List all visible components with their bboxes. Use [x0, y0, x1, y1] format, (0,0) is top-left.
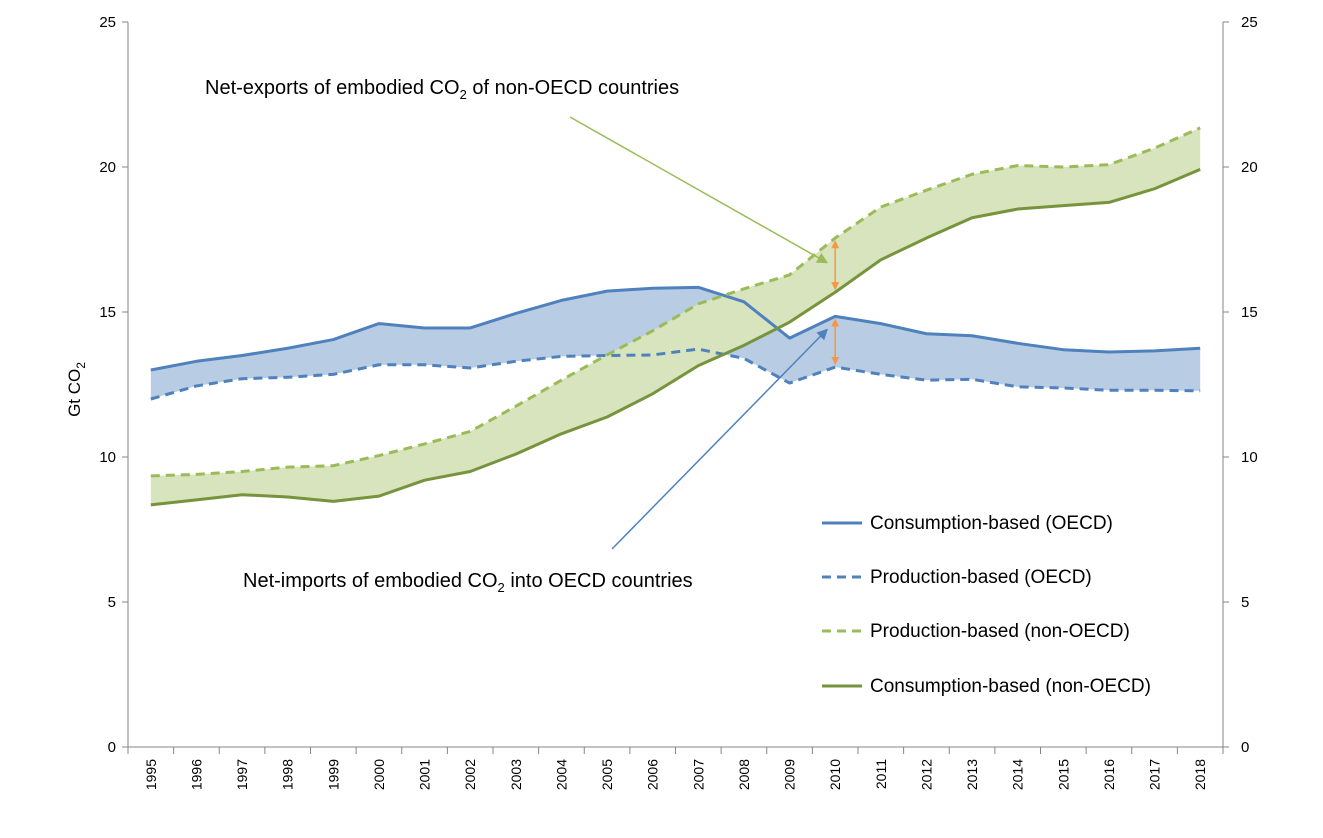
gap-fills: [150, 127, 1201, 505]
y-tick-label: 5: [108, 594, 116, 611]
x-tick-label: 1999: [325, 759, 341, 790]
legend: Consumption-based (OECD) Production-based…: [822, 513, 1151, 697]
net-exports-annotation: Net-exports of embodied CO2 of non-OECD …: [205, 77, 679, 102]
x-tick-label: 2018: [1192, 759, 1208, 790]
series-line-1: [150, 347, 1201, 401]
y-axis-label: Gt CO2: [65, 362, 88, 417]
x-tick-label: 1997: [234, 759, 250, 790]
y2-tick-label: 0: [1241, 739, 1249, 756]
legend-label-2: Production-based (non-OECD): [870, 621, 1130, 642]
x-tick-label: 2003: [508, 759, 524, 790]
y2-tick-label: 25: [1241, 14, 1258, 31]
x-tick-label: 2005: [599, 759, 615, 790]
x-tick-label: 2013: [964, 759, 980, 790]
net-imports-arrow: [611, 328, 828, 550]
y-tick-label: 10: [99, 449, 116, 466]
x-tick-label: 2016: [1101, 759, 1117, 790]
y2-tick-label: 15: [1241, 304, 1258, 321]
x-tick-label: 1996: [188, 759, 204, 790]
y-tick-label: 15: [99, 304, 116, 321]
legend-label-3: Consumption-based (non-OECD): [870, 676, 1151, 697]
x-tick-label: 2009: [782, 759, 798, 790]
series-line-2: [150, 126, 1201, 478]
x-tick-label: 2007: [690, 759, 706, 790]
x-tick-label: 2008: [736, 759, 752, 790]
x-tick-label: 2001: [417, 759, 433, 790]
legend-label-0: Consumption-based (OECD): [870, 513, 1113, 534]
x-tick-label: 2010: [827, 759, 843, 790]
x-tick-label: 2006: [645, 759, 661, 790]
y-tick-label: 0: [108, 739, 116, 756]
chart-texts: Net-exports of embodied CO2 of non-OECD …: [205, 77, 693, 595]
axes: 0 5 10 15 20 25 0 5 10 15 20 25 1995 1996 1997 1998 1999…: [65, 14, 1258, 790]
x-tick-label: 2000: [371, 759, 387, 790]
legend-label-1: Production-based (OECD): [870, 567, 1092, 588]
net-imports-annotation: Net-imports of embodied CO2 into OECD co…: [243, 570, 693, 595]
x-tick-label: 2014: [1010, 759, 1026, 790]
net-exports-arrow: [569, 116, 829, 264]
y-tick-label: 25: [99, 14, 116, 31]
x-tick-label: 2015: [1055, 759, 1071, 790]
x-tick-label: 2012: [918, 759, 934, 790]
x-tick-label: 1995: [143, 759, 159, 790]
non-oecd-gap-area: [150, 127, 1201, 505]
x-tick-label: 1998: [280, 759, 296, 790]
x-tick-label: 2004: [553, 759, 569, 790]
y2-tick-label: 10: [1241, 449, 1258, 466]
series-line-0: [150, 285, 1201, 372]
x-tick-label: 2002: [462, 759, 478, 790]
series-line-3: [150, 167, 1201, 507]
y2-tick-label: 5: [1241, 594, 1249, 611]
annotation-arrows: [569, 116, 840, 550]
series-lines: [150, 126, 1201, 507]
x-tick-label: 2017: [1147, 759, 1163, 790]
y-tick-label: 20: [99, 159, 116, 176]
y2-tick-label: 20: [1241, 159, 1258, 176]
x-tick-label: 2011: [873, 759, 889, 789]
